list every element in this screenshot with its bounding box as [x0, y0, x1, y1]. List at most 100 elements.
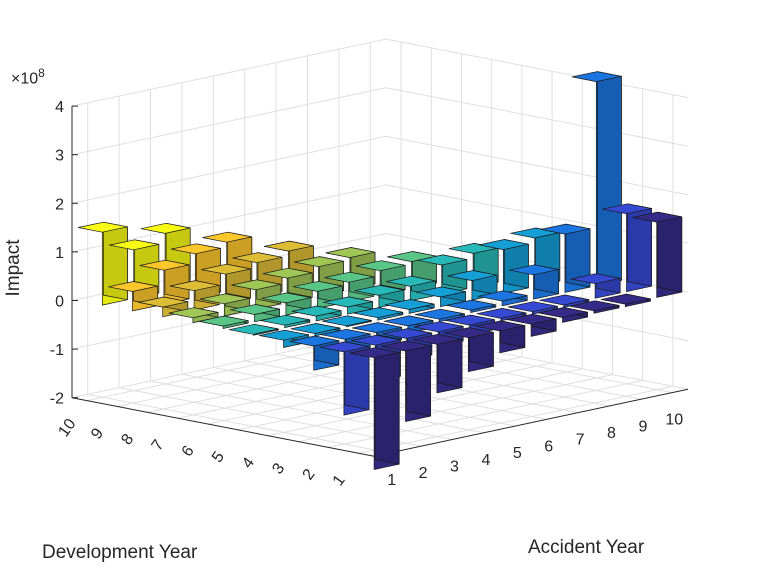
bar-a9-d2 [570, 273, 621, 299]
bar-face-top [355, 260, 406, 272]
bar-face-top [540, 223, 591, 235]
y-tick-label: 1 [330, 472, 349, 489]
bar-a3-d1 [412, 333, 463, 394]
bar-face-top [262, 267, 313, 279]
y-tick-label: 2 [300, 466, 319, 483]
bar-a4-d5 [323, 296, 373, 315]
bar-face-top [140, 222, 191, 234]
bar-a1-d3 [289, 335, 340, 371]
bar-a6-d1 [506, 313, 557, 337]
bar-a2-d4 [290, 323, 341, 337]
bar-face-top [319, 341, 370, 353]
bar-face-top [263, 240, 314, 252]
x-tick-label: 6 [544, 438, 553, 455]
z-tick-label: 1 [55, 245, 64, 262]
bar-face-top [443, 327, 494, 338]
bar-face-top [201, 263, 251, 275]
bar-face-top [294, 256, 344, 268]
bar-face-top [417, 254, 468, 266]
bar-a8-d1 [569, 300, 620, 314]
grid-line [71, 135, 387, 204]
bar-face-top [259, 329, 309, 341]
bar-face-top [349, 347, 400, 359]
z-tick-label: 0 [55, 294, 64, 311]
bar-face-top [445, 314, 495, 326]
bar-face-top [476, 308, 527, 319]
bar-a6-d4 [416, 286, 466, 308]
bar-a5-d3 [414, 308, 465, 323]
bar-a10-d2 [602, 203, 652, 292]
bar-face-top [354, 285, 405, 296]
bar-face-top [381, 340, 431, 352]
x-tick-label: 2 [419, 465, 428, 482]
bar-face-top [139, 259, 190, 271]
bar-a1-d5 [228, 323, 279, 336]
grid-line [358, 385, 674, 454]
bar-face-top [292, 280, 343, 292]
bar-a4-d4 [353, 307, 404, 321]
bar-face-top [291, 305, 342, 317]
x-tick-label: 7 [576, 432, 585, 449]
bar-a1-d1 [349, 347, 400, 470]
bar-face-top [416, 286, 466, 298]
bar-a5-d4 [384, 299, 435, 314]
bar-face-top [478, 239, 529, 250]
bar-face-top [447, 270, 498, 281]
grid-line [119, 387, 422, 447]
x-tick-label: 9 [638, 418, 647, 435]
bar-face-top [352, 322, 402, 333]
x-tick-label: 5 [513, 445, 522, 462]
grid-line [298, 374, 613, 443]
bars [77, 71, 683, 470]
bar-a2-d5 [260, 314, 311, 328]
bar-face-top [198, 315, 249, 327]
y-tick-label: 9 [88, 425, 107, 442]
bar-face-top [108, 281, 158, 292]
bar-face-top [109, 239, 160, 251]
bar-a7-d4 [447, 270, 498, 301]
z-exponent-label: ×108 [11, 66, 45, 88]
y-tick-label: 3 [269, 460, 288, 477]
y-tick-label: 6 [179, 443, 198, 460]
bar-face-top [169, 280, 220, 292]
bar-face-top [446, 299, 497, 311]
bar-face-top [228, 323, 279, 335]
bar-a8-d2 [539, 294, 590, 308]
grid-line [71, 38, 387, 107]
grid-line [385, 135, 689, 196]
bar-a6-d3 [446, 299, 497, 313]
grid-line [385, 87, 689, 147]
bar-face-top [384, 299, 435, 310]
bar-face-top [323, 296, 373, 308]
x-tick-label: 10 [665, 412, 683, 429]
bar-face-top [350, 334, 401, 346]
bar-face-top [325, 247, 376, 258]
bar-face-top [602, 203, 652, 215]
bar-face-top [600, 293, 651, 305]
y-axis-title: Development Year [42, 542, 198, 563]
bar-a3-d6 [261, 292, 312, 316]
x-axis-title: Accident Year [528, 537, 645, 558]
bar-a7-d1 [538, 307, 588, 323]
bar-face-side [596, 71, 622, 281]
bar-a10-d1 [632, 211, 683, 298]
bar-face-top [570, 273, 621, 285]
bar-face-top [383, 315, 434, 327]
grid-line [385, 38, 689, 99]
bar-a1-d10 [77, 221, 128, 306]
bar-a4-d1 [443, 327, 494, 373]
bar-a5-d5 [354, 285, 405, 308]
bar-face-top [382, 328, 433, 339]
grid-line [181, 373, 484, 434]
bar-a1-d2 [319, 341, 370, 416]
bar-face-top [77, 221, 128, 233]
bar-face-top [414, 308, 465, 320]
bar-face-side [406, 340, 431, 417]
bar-face-top [232, 252, 283, 264]
bar-face-top [571, 71, 622, 82]
y-tick-label: 10 [55, 416, 79, 440]
bar-face-top [353, 307, 404, 319]
bar-a3-d5 [291, 305, 342, 322]
x-tick-label: 1 [387, 472, 396, 489]
